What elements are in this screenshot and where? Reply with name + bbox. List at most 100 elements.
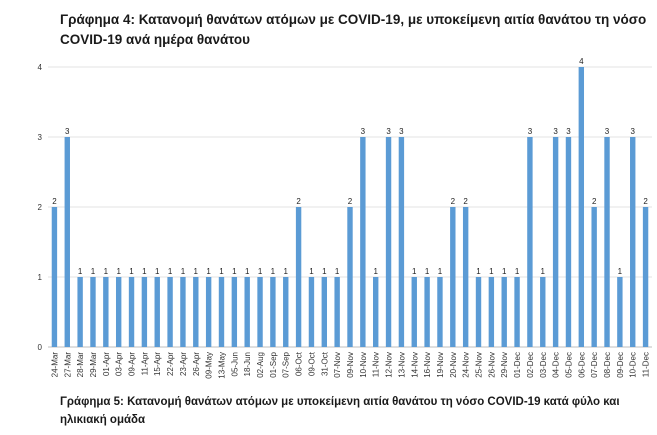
bar bbox=[257, 277, 263, 347]
x-tick-label: 13-May bbox=[217, 352, 226, 379]
data-label: 1 bbox=[155, 267, 160, 276]
x-tick-label: 23-Apr bbox=[179, 352, 188, 376]
bar bbox=[154, 277, 160, 347]
bar bbox=[167, 277, 173, 347]
data-label: 3 bbox=[630, 127, 635, 136]
x-tick-label: 16-Nov bbox=[423, 352, 432, 378]
bar bbox=[270, 277, 276, 347]
y-tick-label: 0 bbox=[38, 343, 43, 352]
data-label: 1 bbox=[142, 267, 147, 276]
data-label: 3 bbox=[361, 127, 366, 136]
data-label: 1 bbox=[116, 267, 121, 276]
x-tick-label: 09-Oct bbox=[307, 351, 316, 376]
data-label: 1 bbox=[271, 267, 276, 276]
data-label: 1 bbox=[168, 267, 173, 276]
bar bbox=[488, 277, 495, 347]
data-label: 2 bbox=[463, 197, 468, 206]
data-label: 1 bbox=[425, 267, 430, 276]
x-tick-label: 11-Nov bbox=[372, 352, 381, 377]
bar bbox=[231, 277, 238, 347]
x-tick-label: 26-Apr bbox=[192, 352, 201, 376]
bar bbox=[501, 277, 507, 347]
x-tick-label: 25-Nov bbox=[475, 352, 484, 378]
bar bbox=[527, 137, 533, 347]
x-tick-label: 29-Nov bbox=[500, 352, 509, 378]
x-tick-label: 09-Dec bbox=[616, 352, 625, 378]
y-tick-label: 3 bbox=[38, 133, 43, 142]
bar bbox=[475, 277, 482, 347]
data-label: 2 bbox=[348, 197, 353, 206]
x-tick-label: 10-Dec bbox=[629, 352, 638, 378]
data-label: 3 bbox=[553, 127, 558, 136]
x-tick-label: 19-Nov bbox=[436, 352, 445, 378]
x-tick-label: 03-Dec bbox=[539, 352, 548, 378]
x-tick-label: 01-Sep bbox=[269, 351, 278, 377]
data-label: 2 bbox=[52, 197, 57, 206]
data-label: 1 bbox=[219, 267, 224, 276]
bar bbox=[128, 277, 135, 347]
data-label: 1 bbox=[322, 267, 327, 276]
x-tick-label: 10-Nov bbox=[359, 352, 368, 378]
x-tick-label: 20-Nov bbox=[449, 352, 458, 378]
data-label: 1 bbox=[258, 267, 263, 276]
bar bbox=[462, 207, 469, 347]
bar bbox=[51, 207, 58, 347]
x-tick-label: 26-Nov bbox=[487, 352, 496, 378]
bar bbox=[552, 137, 559, 347]
x-tick-label: 02-Dec bbox=[526, 352, 535, 378]
bar bbox=[360, 137, 366, 347]
data-label: 1 bbox=[104, 267, 109, 276]
x-tick-label: 09-Nov bbox=[346, 352, 355, 378]
x-tick-label: 06-Dec bbox=[577, 352, 586, 378]
x-tick-label: 11-Dec bbox=[642, 352, 651, 377]
data-label: 1 bbox=[541, 267, 546, 276]
data-label: 1 bbox=[206, 267, 211, 276]
bar bbox=[437, 277, 443, 347]
data-label: 1 bbox=[284, 267, 289, 276]
x-tick-label: 03-Apr bbox=[115, 352, 124, 376]
y-tick-label: 4 bbox=[38, 63, 43, 72]
data-label: 1 bbox=[194, 267, 199, 276]
data-label: 1 bbox=[502, 267, 507, 276]
bar bbox=[193, 277, 199, 347]
x-tick-label: 08-Dec bbox=[603, 352, 612, 378]
bar bbox=[205, 277, 212, 347]
y-tick-label: 2 bbox=[38, 203, 43, 212]
data-label: 1 bbox=[78, 267, 83, 276]
x-tick-label: 22-Apr bbox=[166, 352, 175, 376]
data-label: 1 bbox=[618, 267, 623, 276]
data-label: 3 bbox=[566, 127, 571, 136]
bar bbox=[308, 277, 315, 347]
bar bbox=[103, 277, 109, 347]
bar bbox=[295, 207, 302, 347]
x-tick-label: 24-Nov bbox=[462, 352, 471, 378]
x-tick-label: 12-Nov bbox=[385, 352, 394, 378]
x-tick-label: 28-Mar bbox=[76, 352, 85, 378]
x-tick-label: 09-Apr bbox=[128, 352, 137, 376]
x-tick-label: 05-Dec bbox=[564, 352, 573, 378]
x-tick-label: 05-Jun bbox=[230, 352, 239, 376]
data-label: 1 bbox=[335, 267, 340, 276]
data-label: 1 bbox=[476, 267, 481, 276]
bar bbox=[411, 277, 417, 347]
x-tick-label: 27-Mar bbox=[63, 352, 72, 378]
data-label: 2 bbox=[643, 197, 648, 206]
data-label: 3 bbox=[386, 127, 391, 136]
bar bbox=[283, 277, 289, 347]
data-label: 1 bbox=[129, 267, 134, 276]
data-label: 3 bbox=[605, 127, 610, 136]
x-tick-label: 15-Apr bbox=[153, 352, 162, 376]
bar bbox=[180, 277, 186, 347]
x-tick-label: 07-Nov bbox=[333, 352, 342, 378]
data-label: 1 bbox=[245, 267, 250, 276]
bar bbox=[514, 277, 520, 347]
x-tick-label: 31-Oct bbox=[320, 351, 329, 376]
bar bbox=[77, 277, 83, 347]
bar bbox=[141, 277, 148, 347]
bar bbox=[64, 137, 70, 347]
bar bbox=[398, 137, 405, 347]
x-tick-label: 14-Nov bbox=[410, 352, 419, 378]
data-label: 2 bbox=[592, 197, 597, 206]
data-label: 1 bbox=[309, 267, 314, 276]
